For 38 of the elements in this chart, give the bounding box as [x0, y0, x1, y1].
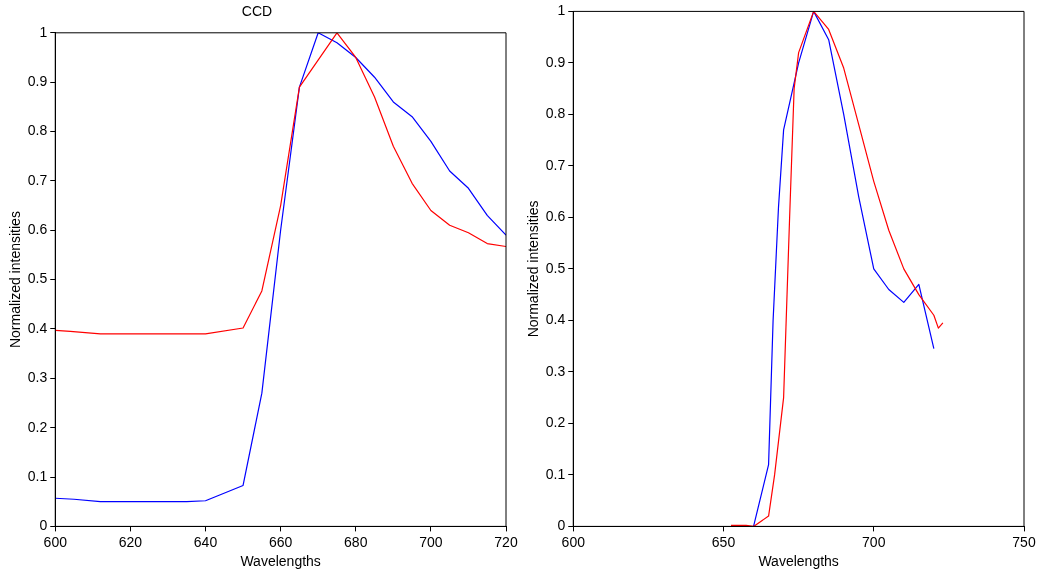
y-tick-label: 0.8 — [545, 105, 566, 122]
y-tick-label: 0.6 — [27, 221, 48, 238]
y-tick-label: 0.8 — [27, 122, 48, 139]
y-tick-label: 0 — [39, 517, 48, 534]
x-tick-label: 620 — [118, 533, 143, 550]
x-axis-title: Wavelengths — [240, 553, 321, 570]
x-axis-title: Wavelengths — [758, 553, 839, 570]
y-tick-label: 1 — [557, 2, 566, 19]
y-tick-label: 0.9 — [545, 53, 566, 70]
y-tick-label: 0.3 — [27, 369, 48, 386]
x-tick-label: 650 — [711, 533, 736, 550]
y-tick-label: 0.6 — [545, 208, 566, 225]
y-tick-label: 0.3 — [545, 362, 566, 379]
x-tick-label: 700 — [862, 533, 886, 550]
y-tick-label: 0.4 — [27, 319, 48, 336]
x-tick-label: 680 — [344, 533, 368, 550]
y-tick-label: 0.9 — [27, 73, 48, 90]
y-tick-label: 0.1 — [545, 465, 566, 482]
y-tick-label: 0.7 — [27, 171, 48, 188]
y-tick-label: 0.7 — [545, 156, 566, 173]
x-tick-label: 640 — [193, 533, 218, 550]
x-tick-label: 750 — [1012, 533, 1036, 550]
y-tick-label: 0.4 — [545, 311, 566, 328]
y-tick-label: 1 — [39, 23, 48, 40]
chart-title: CCD — [241, 3, 273, 20]
x-tick-label: 600 — [561, 533, 586, 550]
y-tick-label: 0.1 — [27, 467, 48, 484]
x-tick-label: 660 — [268, 533, 293, 550]
x-tick-label: 720 — [494, 533, 518, 550]
x-tick-label: 700 — [419, 533, 443, 550]
y-tick-label: 0 — [557, 517, 566, 534]
y-axis-title: Normalized intensities — [525, 200, 542, 338]
y-tick-label: 0.2 — [27, 418, 48, 435]
x-tick-label: 600 — [43, 533, 68, 550]
y-tick-label: 0.2 — [545, 414, 566, 431]
y-axis-title: Normalized intensities — [7, 211, 24, 349]
y-tick-label: 0.5 — [545, 259, 566, 276]
y-tick-label: 0.5 — [27, 270, 48, 287]
